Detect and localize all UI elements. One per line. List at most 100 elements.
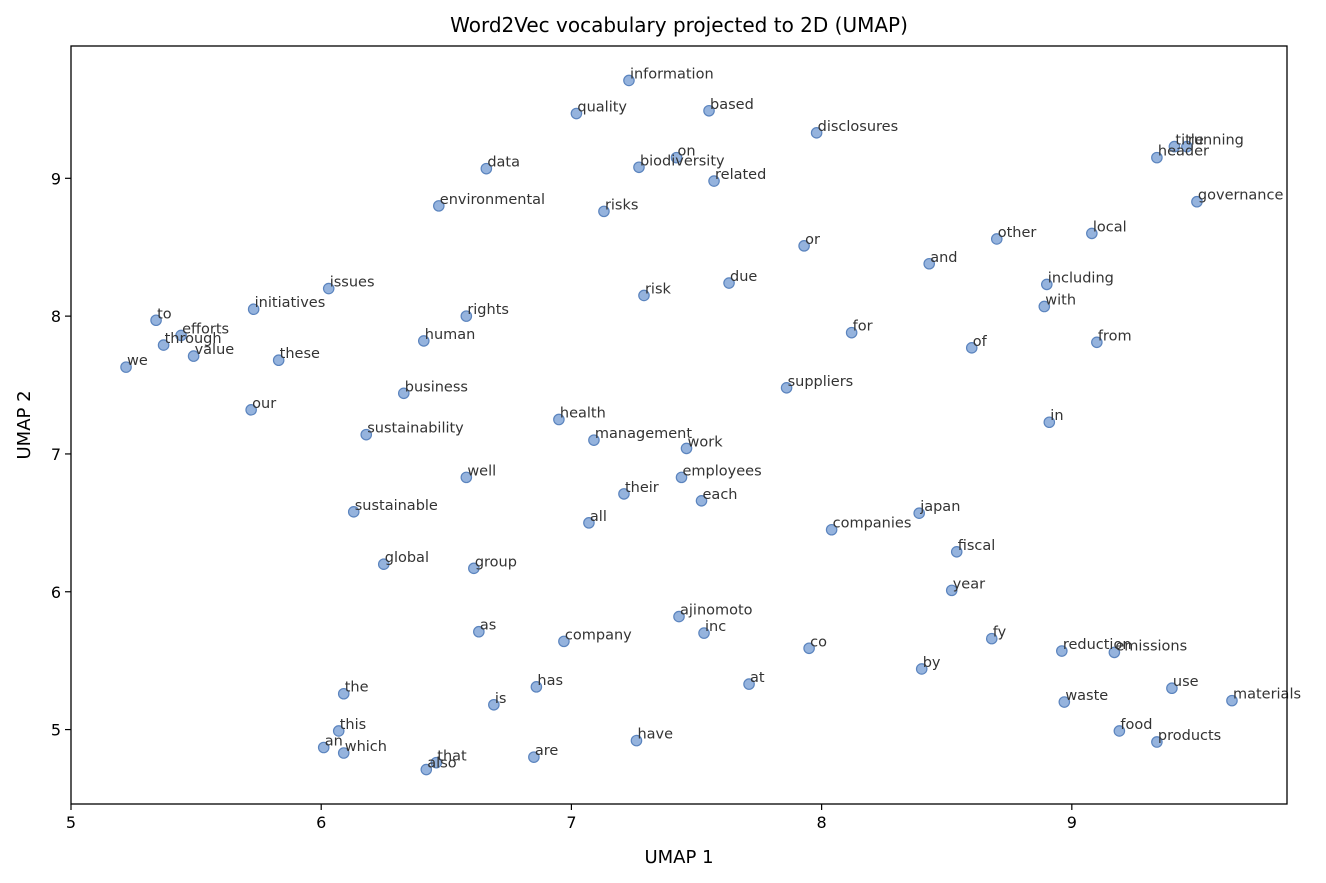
- point-company: [558, 635, 570, 648]
- point-label-group: group: [475, 554, 517, 570]
- point-has: [530, 681, 543, 693]
- point-label-biodiversity: biodiversity: [640, 153, 725, 169]
- point-sustainability: [360, 428, 373, 441]
- point-label-in: in: [1050, 408, 1063, 424]
- point-this: [332, 725, 345, 737]
- point-each: [695, 494, 708, 507]
- point-label-due: due: [730, 269, 757, 285]
- point-including: [1041, 278, 1053, 291]
- point-based: [703, 104, 715, 117]
- point-label-based: based: [710, 97, 754, 113]
- point-label-initiatives: initiatives: [255, 295, 326, 311]
- point-environmental: [433, 200, 445, 212]
- point-also: [420, 763, 433, 776]
- point-risk: [638, 289, 650, 302]
- point-label-and: and: [930, 250, 957, 266]
- point-of: [965, 342, 978, 354]
- point-information: [623, 74, 635, 87]
- point-japan: [913, 507, 925, 520]
- point-label-from: from: [1098, 328, 1132, 344]
- point-label-global: global: [385, 550, 429, 566]
- point-label-each: each: [703, 487, 738, 503]
- ticks-layer: 5 6 7 8 9 5 6 7 8 9: [51, 169, 1077, 832]
- point-initiatives: [247, 303, 260, 316]
- point-management: [588, 434, 600, 446]
- point-label-risk: risk: [645, 281, 672, 297]
- point-title: [1168, 140, 1181, 153]
- point-co: [803, 642, 815, 655]
- point-label-year: year: [953, 576, 985, 592]
- point-running: [1181, 140, 1193, 153]
- point-label-related: related: [715, 167, 766, 183]
- point-label-business: business: [405, 379, 468, 395]
- point-label-with: with: [1045, 292, 1076, 308]
- point-through: [157, 339, 170, 351]
- point-fy: [985, 632, 998, 645]
- point-label-well: well: [467, 463, 496, 479]
- point-label-environmental: environmental: [440, 192, 545, 208]
- point-companies: [825, 523, 838, 536]
- point-local: [1086, 227, 1098, 240]
- point-food: [1113, 725, 1126, 737]
- point-use: [1166, 682, 1178, 695]
- point-label-companies: companies: [833, 516, 912, 532]
- point-label-an: an: [325, 733, 343, 749]
- point-at: [743, 678, 755, 690]
- point-label-we: we: [127, 353, 148, 369]
- point-well: [460, 471, 473, 484]
- point-label-local: local: [1093, 219, 1127, 235]
- point-work: [680, 442, 693, 455]
- x-tick-label: 6: [316, 813, 326, 832]
- point-label-sustainability: sustainability: [367, 421, 464, 437]
- point-label-fy: fy: [993, 625, 1007, 641]
- point-business: [397, 387, 410, 400]
- x-tick-label: 5: [66, 813, 76, 832]
- point-which: [337, 747, 350, 759]
- point-label-their: their: [625, 480, 659, 496]
- point-label-our: our: [252, 396, 276, 412]
- y-tick-label: 6: [51, 583, 61, 602]
- y-tick-label: 9: [51, 169, 61, 188]
- point-is: [488, 698, 500, 711]
- point-label-company: company: [565, 627, 632, 643]
- x-axis-label: UMAP 1: [644, 847, 713, 868]
- point-for: [845, 326, 858, 339]
- point-label-are: are: [535, 743, 559, 759]
- point-label-co: co: [810, 634, 827, 650]
- point-label-employees: employees: [683, 463, 762, 479]
- chart-title: Word2Vec vocabulary projected to 2D (UMA…: [450, 13, 908, 37]
- point-other: [990, 233, 1003, 245]
- point-are: [528, 751, 540, 763]
- point-ajinomoto: [673, 610, 685, 623]
- point-label-issues: issues: [330, 275, 375, 291]
- point-disclosures: [810, 127, 823, 139]
- point-year: [945, 584, 958, 597]
- point-label-have: have: [637, 727, 673, 743]
- point-label-food: food: [1120, 717, 1152, 733]
- point-these: [272, 354, 285, 367]
- y-tick-label: 7: [51, 445, 61, 464]
- point-label-through: through: [165, 331, 222, 347]
- plot-frame: [70, 45, 1288, 805]
- labels-layer: information quality based disclosures onbiod…: [127, 66, 1301, 771]
- point-due: [723, 277, 735, 289]
- x-tick-label: 9: [1067, 813, 1077, 832]
- point-label-japan: japan: [919, 499, 960, 515]
- point-label-other: other: [998, 225, 1037, 241]
- point-rights: [460, 310, 473, 322]
- point-the: [337, 687, 350, 700]
- point-label-management: management: [595, 426, 692, 442]
- x-tick-label: 8: [817, 813, 827, 832]
- point-label-risks: risks: [605, 197, 639, 213]
- point-inc: [698, 627, 710, 639]
- point-label-all: all: [590, 509, 607, 525]
- point-header: [1151, 151, 1163, 164]
- point-governance: [1191, 195, 1203, 208]
- point-label-fiscal: fiscal: [958, 538, 996, 554]
- point-label-suppliers: suppliers: [788, 374, 854, 390]
- point-global: [377, 558, 390, 570]
- point-label-emissions: emissions: [1115, 638, 1187, 654]
- point-label-waste: waste: [1065, 688, 1108, 704]
- point-label-running: running: [1188, 133, 1244, 149]
- point-label-at: at: [750, 670, 765, 686]
